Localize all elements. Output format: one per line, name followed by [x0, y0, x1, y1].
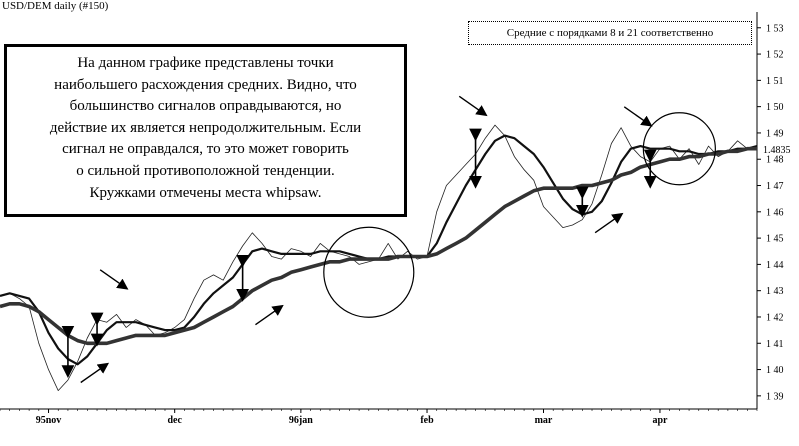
- x-tick-label: 96jan: [289, 415, 313, 426]
- note-line: Кружками отмечены места whipsaw.: [89, 184, 322, 201]
- y-tick-label: 1 41: [766, 339, 784, 350]
- x-tick-label: feb: [420, 415, 434, 426]
- legend-box: Средние с порядками 8 и 21 соответственн…: [468, 21, 752, 45]
- note-line: наибольшего расхождения средних. Видно, …: [54, 76, 357, 93]
- y-tick-label: 1 45: [766, 234, 784, 245]
- note-line: сигнал не оправдался, то это может говор…: [62, 141, 349, 158]
- note-line: о сильной противоположной тенденции.: [76, 162, 335, 179]
- signal-arrow-up: [594, 212, 624, 234]
- y-tick-label: 1 52: [766, 50, 784, 61]
- note-line: действие их является непродолжительным. …: [49, 119, 362, 136]
- y-tick-label: 1 51: [766, 76, 784, 87]
- signal-arrow-down: [623, 106, 653, 127]
- annotation-note-box: На данном графике представлены точки наи…: [4, 44, 407, 217]
- legend-text: Средние с порядками 8 и 21 соответственн…: [506, 27, 714, 39]
- last-price-label: 1.4835: [763, 145, 791, 156]
- signal-arrow-up: [80, 362, 110, 384]
- y-tick-label: 1 53: [766, 23, 784, 34]
- y-tick-label: 1 39: [766, 391, 784, 402]
- chart-title: USD/DEM daily (#150): [2, 0, 109, 12]
- y-tick-label: 1 40: [766, 365, 784, 376]
- note-line: На данном графике представлены точки: [77, 55, 334, 71]
- y-tick-label: 1 50: [766, 102, 784, 113]
- y-tick-label: 1 42: [766, 312, 784, 323]
- x-tick-label: 95nov: [36, 415, 62, 426]
- x-tick-label: apr: [652, 415, 668, 426]
- whipsaw-circle: [642, 112, 716, 186]
- series-line-thick: [0, 146, 757, 346]
- x-tick-label: dec: [167, 415, 182, 426]
- note-line: большинство сигналов оправдываются, но: [69, 98, 342, 115]
- y-tick-label: 1 43: [766, 286, 784, 297]
- signal-arrow-up: [255, 304, 284, 326]
- whipsaw-circle: [323, 226, 415, 318]
- y-tick-label: 1 44: [766, 260, 784, 271]
- y-tick-label: 1 46: [766, 207, 784, 218]
- signal-arrow-down: [99, 269, 129, 290]
- y-tick-label: 1 49: [766, 128, 784, 139]
- x-tick-label: mar: [535, 415, 553, 426]
- y-tick-label: 1 48: [766, 155, 784, 166]
- signal-arrow-down: [458, 95, 488, 117]
- y-tick-label: 1 47: [766, 181, 784, 192]
